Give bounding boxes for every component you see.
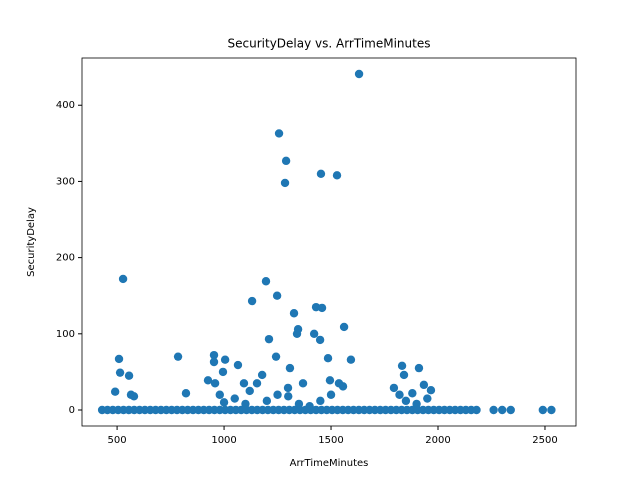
point [284,392,293,401]
point [316,169,326,179]
point [203,376,213,385]
point [325,376,335,385]
point [419,380,429,390]
point [280,178,290,188]
point [547,405,556,415]
point [326,390,336,399]
point [323,353,333,363]
point [262,396,272,406]
x-tick-label: 2000 [425,435,450,446]
point [209,350,219,360]
point [399,370,409,380]
y-tick-label: 200 [56,253,75,264]
y-tick-label: 400 [56,100,75,111]
point [472,405,481,415]
point [538,405,548,415]
point [281,156,291,166]
x-tick-label: 500 [108,435,127,446]
y-tick-label: 300 [56,176,75,187]
point [274,129,284,138]
chart-title: SecurityDelay vs. ArrTimeMinutes [228,37,431,51]
point [309,329,319,339]
point [389,383,399,393]
point [316,396,325,406]
point [272,291,282,300]
point [252,379,262,388]
point [397,361,407,371]
point [181,389,191,398]
y-tick-label: 0 [69,405,75,416]
point [338,382,348,391]
point [124,371,134,380]
point [298,379,308,388]
point [273,390,282,399]
point [289,309,299,318]
point [230,394,239,403]
x-tick-label: 1500 [318,435,343,446]
point [401,396,411,406]
point [332,171,342,180]
point [129,392,139,401]
point [218,367,228,377]
point [220,355,230,364]
point [497,405,507,415]
point [110,387,120,396]
point [118,274,128,284]
point [292,329,302,339]
x-tick-label: 2500 [532,435,557,446]
x-tick-label: 1000 [211,435,236,446]
point [264,334,274,344]
point [315,335,325,345]
point [215,390,224,399]
point [339,322,349,332]
point [233,360,243,370]
point [506,405,515,415]
point [395,390,404,399]
point [114,354,124,364]
point [239,379,249,388]
point [426,385,436,395]
plot-frame [81,57,577,427]
y-tick-label: 100 [56,329,75,340]
point [271,352,281,361]
point [210,379,220,388]
point [489,405,498,415]
point [209,357,219,367]
point [173,352,183,361]
point [283,383,293,393]
point [245,386,254,396]
point [414,363,424,373]
point [423,394,432,403]
point [317,303,327,313]
point [346,355,356,364]
point [247,296,257,306]
point [408,389,417,398]
x-axis-label: ArrTimeMinutes [290,458,369,469]
point [354,69,364,79]
point [115,368,125,377]
point [257,370,267,380]
point [261,277,271,286]
y-axis-label: SecurityDelay [26,207,37,277]
point [285,363,295,373]
point [219,398,229,407]
